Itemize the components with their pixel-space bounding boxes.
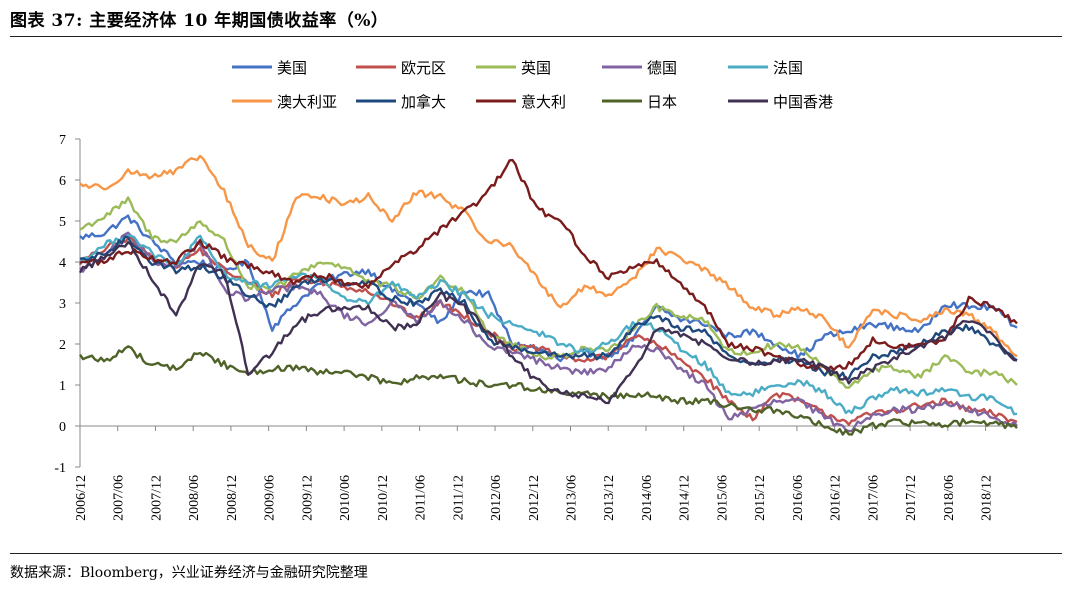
x-tick-label: 2008/12 — [225, 475, 240, 521]
x-tick-label: 2018/06 — [942, 475, 957, 521]
legend-label: 加拿大 — [401, 93, 446, 111]
legend-label: 法国 — [773, 59, 803, 77]
y-tick-label: -1 — [54, 461, 66, 476]
series-line-6 — [79, 235, 1018, 381]
plot-lines — [78, 154, 1018, 436]
y-tick-label: 5 — [59, 215, 66, 230]
y-tick-label: 6 — [59, 174, 66, 189]
x-tick-label: 2017/06 — [866, 475, 881, 521]
x-tick-label: 2017/12 — [904, 475, 919, 521]
legend-label: 意大利 — [521, 93, 566, 111]
x-tick-label: 2013/06 — [565, 475, 580, 521]
legend-label: 英国 — [521, 59, 551, 77]
x-tick-label: 2008/06 — [187, 475, 202, 521]
x-axis: 2006/12 2007/06 2007/12 2008/06 2008/12 2009/… — [74, 425, 1017, 521]
y-tick-label: 0 — [59, 420, 66, 435]
series-line-7 — [79, 158, 1018, 372]
y-tick-label: 1 — [59, 379, 66, 394]
x-tick-label: 2007/12 — [149, 475, 164, 521]
y-tick-label: 4 — [59, 256, 66, 271]
y-axis: -1 0 1 2 3 4 5 6 7 — [54, 133, 81, 476]
legend-label: 澳大利亚 — [277, 93, 337, 111]
x-tick-label: 2013/12 — [602, 475, 617, 521]
x-tick-label: 2010/06 — [338, 475, 353, 521]
source-note: 数据来源：Bloomberg，兴业证券经济与金融研究院整理 — [10, 565, 368, 581]
x-tick-label: 2015/06 — [715, 475, 730, 521]
legend-label: 美国 — [277, 59, 307, 77]
x-tick-label: 2011/12 — [451, 475, 466, 520]
x-tick-label: 2014/06 — [640, 475, 655, 521]
x-tick-label: 2012/06 — [489, 475, 504, 521]
x-tick-label: 2014/12 — [678, 475, 693, 521]
x-tick-label: 2007/06 — [112, 475, 127, 521]
x-tick-label: 2018/12 — [980, 475, 995, 521]
x-tick-label: 2010/12 — [376, 475, 391, 521]
bottom-divider — [10, 553, 1062, 554]
legend-label: 欧元区 — [401, 59, 446, 77]
legend-label: 德国 — [647, 59, 677, 77]
top-divider — [10, 36, 1062, 37]
legend-label: 日本 — [647, 93, 677, 111]
x-tick-label: 2009/06 — [263, 475, 278, 521]
x-tick-label: 2012/12 — [527, 475, 542, 521]
x-tick-label: 2011/06 — [414, 475, 429, 520]
series-line-5 — [79, 154, 1018, 358]
x-tick-label: 2016/12 — [829, 475, 844, 521]
x-tick-label: 2009/12 — [300, 475, 315, 521]
series-line-1 — [78, 235, 1018, 426]
y-tick-label: 2 — [59, 338, 66, 353]
x-tick-label: 2016/06 — [791, 475, 806, 521]
legend-label: 中国香港 — [773, 93, 833, 111]
series-line-4 — [78, 233, 1018, 416]
series-line-9 — [78, 241, 1018, 405]
series-line-0 — [79, 214, 1018, 363]
y-tick-label: 3 — [59, 297, 66, 312]
series-line-3 — [79, 231, 1018, 433]
x-tick-label: 2006/12 — [74, 475, 89, 521]
chart-title: 图表 37: 主要经济体 10 年期国债收益率（%） — [10, 11, 389, 31]
x-tick-label: 2015/12 — [753, 475, 768, 521]
y-tick-label: 7 — [59, 133, 66, 148]
